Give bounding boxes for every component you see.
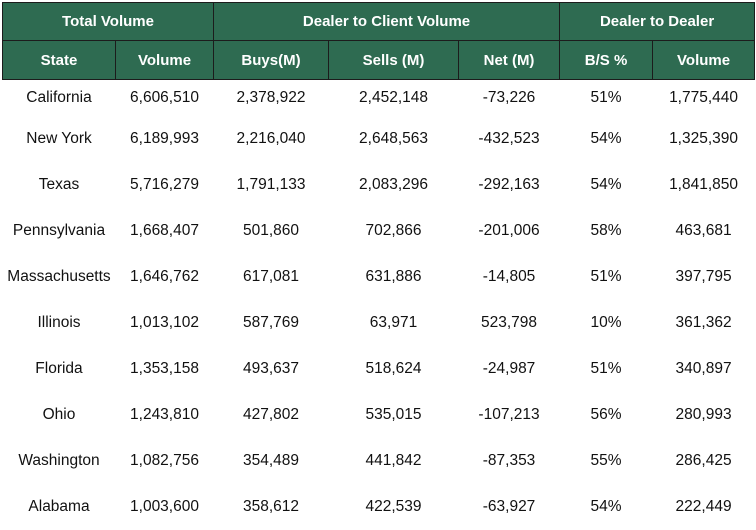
column-header-net: Net (M) (459, 41, 560, 80)
column-header-bs-percent: B/S % (560, 41, 653, 80)
bs-percent-cell: 51% (560, 346, 653, 392)
sells-cell: 518,624 (329, 346, 459, 392)
state-cell: Florida (3, 346, 116, 392)
volume-cell: 1,003,600 (116, 484, 214, 530)
dealer-volume-cell: 1,775,440 (653, 80, 755, 117)
volume-cell: 1,353,158 (116, 346, 214, 392)
dealer-volume-cell: 340,897 (653, 346, 755, 392)
bs-percent-cell: 56% (560, 392, 653, 438)
buys-cell: 617,081 (214, 254, 329, 300)
state-cell: Ohio (3, 392, 116, 438)
buys-cell: 493,637 (214, 346, 329, 392)
state-cell: Pennsylvania (3, 208, 116, 254)
buys-cell: 587,769 (214, 300, 329, 346)
net-cell: -201,006 (459, 208, 560, 254)
group-header-row: Total Volume Dealer to Client Volume Dea… (3, 3, 755, 41)
buys-cell: 354,489 (214, 438, 329, 484)
column-header-buys: Buys(M) (214, 41, 329, 80)
net-cell: -87,353 (459, 438, 560, 484)
volume-cell: 1,646,762 (116, 254, 214, 300)
volume-cell: 1,243,810 (116, 392, 214, 438)
sells-cell: 63,971 (329, 300, 459, 346)
buys-cell: 427,802 (214, 392, 329, 438)
net-cell: -63,927 (459, 484, 560, 530)
dealer-volume-cell: 280,993 (653, 392, 755, 438)
sells-cell: 535,015 (329, 392, 459, 438)
sells-cell: 2,452,148 (329, 80, 459, 117)
dealer-volume-cell: 397,795 (653, 254, 755, 300)
bs-percent-cell: 58% (560, 208, 653, 254)
bs-percent-cell: 51% (560, 80, 653, 117)
net-cell: -24,987 (459, 346, 560, 392)
bs-percent-cell: 10% (560, 300, 653, 346)
sells-cell: 441,842 (329, 438, 459, 484)
bs-percent-cell: 51% (560, 254, 653, 300)
state-cell: Texas (3, 162, 116, 208)
sells-cell: 422,539 (329, 484, 459, 530)
buys-cell: 358,612 (214, 484, 329, 530)
state-cell: Alabama (3, 484, 116, 530)
group-header-dealer-to-dealer: Dealer to Dealer (560, 3, 755, 41)
bs-percent-cell: 54% (560, 484, 653, 530)
volume-cell: 6,189,993 (116, 116, 214, 162)
bs-percent-cell: 55% (560, 438, 653, 484)
net-cell: -432,523 (459, 116, 560, 162)
volume-cell: 1,668,407 (116, 208, 214, 254)
volume-cell: 6,606,510 (116, 80, 214, 117)
state-cell: Illinois (3, 300, 116, 346)
dealer-volume-cell: 286,425 (653, 438, 755, 484)
dealer-volume-cell: 1,841,850 (653, 162, 755, 208)
sells-cell: 702,866 (329, 208, 459, 254)
dealer-volume-cell: 463,681 (653, 208, 755, 254)
net-cell: -292,163 (459, 162, 560, 208)
state-cell: Massachusetts (3, 254, 116, 300)
buys-cell: 2,216,040 (214, 116, 329, 162)
dealer-volume-cell: 361,362 (653, 300, 755, 346)
group-header-dealer-to-client: Dealer to Client Volume (214, 3, 560, 41)
dealer-volume-cell: 222,449 (653, 484, 755, 530)
state-cell: California (3, 80, 116, 117)
buys-cell: 501,860 (214, 208, 329, 254)
bs-percent-cell: 54% (560, 162, 653, 208)
group-header-total-volume: Total Volume (3, 3, 214, 41)
net-cell: -73,226 (459, 80, 560, 117)
volume-cell: 1,013,102 (116, 300, 214, 346)
column-header-volume: Volume (116, 41, 214, 80)
volume-cell: 1,082,756 (116, 438, 214, 484)
column-header-dealer-volume: Volume (653, 41, 755, 80)
bs-percent-cell: 54% (560, 116, 653, 162)
sells-cell: 2,648,563 (329, 116, 459, 162)
state-cell: New York (3, 116, 116, 162)
buys-cell: 1,791,133 (214, 162, 329, 208)
sells-cell: 631,886 (329, 254, 459, 300)
net-cell: -14,805 (459, 254, 560, 300)
volume-cell: 5,716,279 (116, 162, 214, 208)
net-cell: -107,213 (459, 392, 560, 438)
column-header-row: State Volume Buys(M) Sells (M) Net (M) B… (3, 41, 755, 80)
buys-cell: 2,378,922 (214, 80, 329, 117)
net-cell: 523,798 (459, 300, 560, 346)
sells-cell: 2,083,296 (329, 162, 459, 208)
dealer-volume-cell: 1,325,390 (653, 116, 755, 162)
column-header-state: State (3, 41, 116, 80)
column-header-sells: Sells (M) (329, 41, 459, 80)
state-cell: Washington (3, 438, 116, 484)
